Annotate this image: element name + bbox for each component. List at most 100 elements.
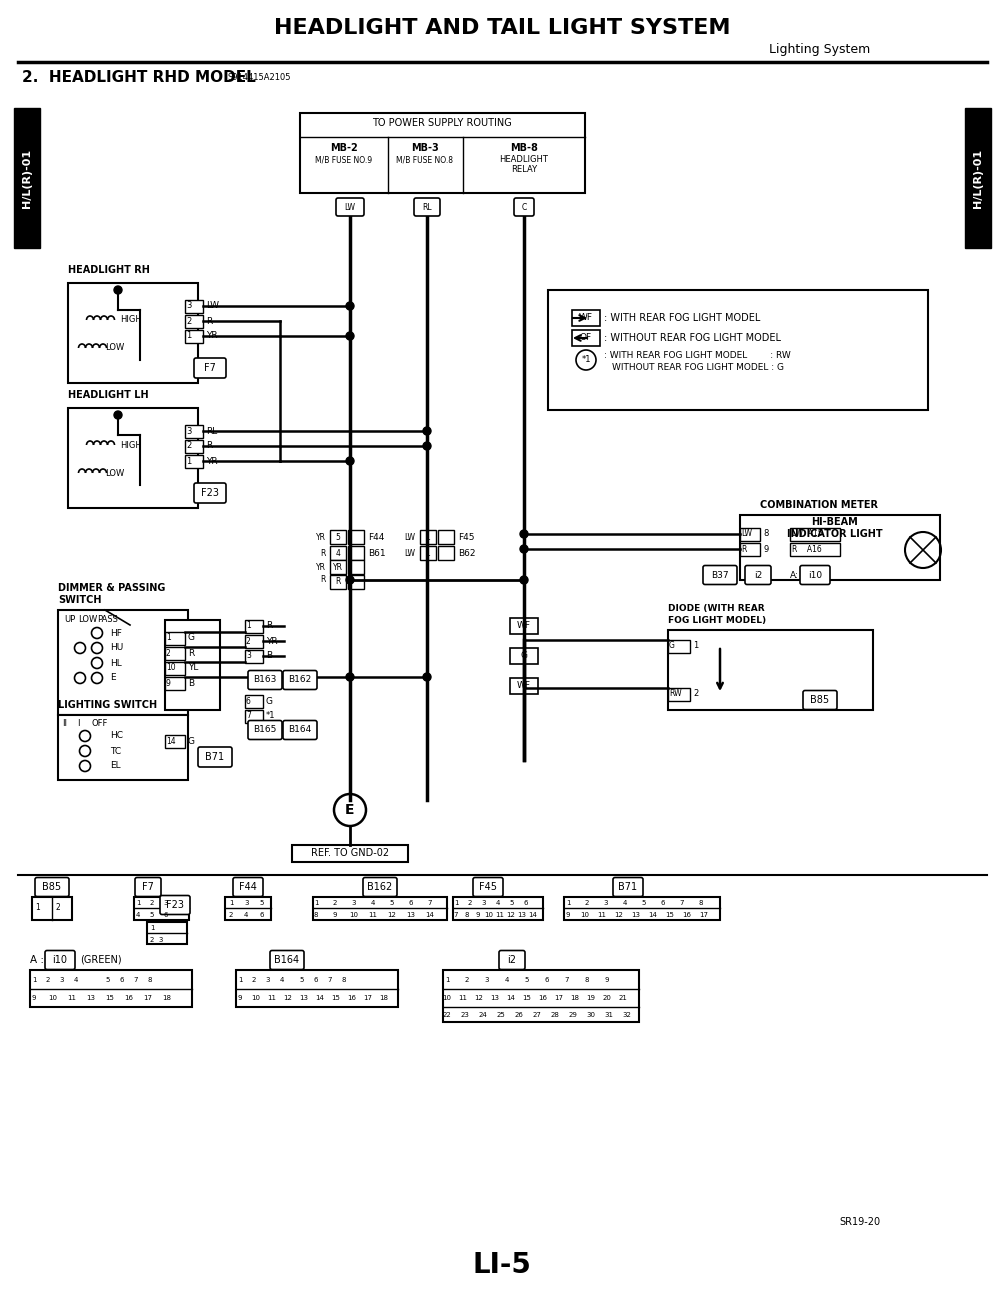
Text: 7: 7 bbox=[428, 900, 432, 906]
Text: RL: RL bbox=[206, 427, 217, 436]
Text: *1: *1 bbox=[581, 356, 591, 365]
Text: i2: i2 bbox=[754, 571, 762, 579]
Text: LW: LW bbox=[741, 530, 752, 539]
Text: 11: 11 bbox=[598, 912, 606, 918]
Text: 1: 1 bbox=[693, 641, 698, 650]
Text: 14: 14 bbox=[648, 912, 657, 918]
Text: 2: 2 bbox=[229, 912, 233, 918]
Circle shape bbox=[423, 427, 431, 435]
Text: SWITCH: SWITCH bbox=[58, 594, 102, 605]
Text: YR: YR bbox=[266, 636, 277, 645]
Text: 2: 2 bbox=[467, 900, 472, 906]
FancyBboxPatch shape bbox=[160, 896, 190, 915]
Bar bbox=[245, 694, 263, 707]
Text: 11: 11 bbox=[267, 996, 276, 1001]
Text: I: I bbox=[76, 719, 79, 728]
Circle shape bbox=[520, 576, 528, 584]
Text: B164: B164 bbox=[274, 955, 299, 964]
Text: 13: 13 bbox=[406, 912, 415, 918]
Bar bbox=[564, 897, 720, 920]
Circle shape bbox=[346, 672, 354, 681]
Text: 12: 12 bbox=[474, 996, 483, 1001]
Text: 1: 1 bbox=[136, 900, 141, 906]
Text: 2: 2 bbox=[186, 317, 191, 326]
Text: 14: 14 bbox=[425, 912, 434, 918]
Text: 11: 11 bbox=[495, 912, 505, 918]
Text: R: R bbox=[206, 317, 212, 326]
Text: (GREEN): (GREEN) bbox=[80, 955, 122, 964]
Text: 3: 3 bbox=[484, 977, 489, 983]
Text: OF: OF bbox=[580, 334, 592, 343]
Text: R: R bbox=[321, 575, 326, 584]
Bar bbox=[740, 543, 760, 556]
Text: RW: RW bbox=[669, 689, 681, 698]
Text: 6: 6 bbox=[120, 977, 125, 983]
Bar bbox=[965, 108, 991, 248]
Bar bbox=[245, 710, 263, 723]
Text: 20: 20 bbox=[603, 996, 611, 1001]
Text: HF: HF bbox=[110, 628, 122, 637]
Text: 4: 4 bbox=[495, 900, 500, 906]
Text: LW: LW bbox=[404, 532, 415, 541]
Text: HU: HU bbox=[110, 644, 124, 653]
FancyBboxPatch shape bbox=[800, 566, 830, 584]
Text: : WITHOUT REAR FOG LIGHT MODEL: : WITHOUT REAR FOG LIGHT MODEL bbox=[604, 334, 781, 343]
Circle shape bbox=[423, 443, 431, 450]
Text: FOG LIGHT MODEL): FOG LIGHT MODEL) bbox=[668, 615, 766, 624]
Text: 18: 18 bbox=[571, 996, 580, 1001]
Bar bbox=[348, 546, 364, 559]
FancyBboxPatch shape bbox=[194, 483, 226, 504]
Text: 7: 7 bbox=[246, 711, 251, 720]
Text: LW: LW bbox=[206, 301, 219, 310]
Bar bbox=[453, 897, 543, 920]
FancyBboxPatch shape bbox=[336, 199, 364, 215]
Text: 12: 12 bbox=[507, 912, 516, 918]
Bar bbox=[147, 922, 187, 944]
Bar bbox=[330, 546, 346, 559]
Text: 5: 5 bbox=[299, 977, 305, 983]
Text: 19: 19 bbox=[587, 996, 596, 1001]
Bar bbox=[790, 543, 840, 556]
Text: 5: 5 bbox=[642, 900, 646, 906]
Text: 2: 2 bbox=[56, 903, 60, 912]
FancyBboxPatch shape bbox=[270, 950, 304, 970]
Text: B162: B162 bbox=[368, 883, 393, 892]
Text: 4: 4 bbox=[336, 549, 341, 558]
Text: EL: EL bbox=[110, 762, 121, 771]
Text: WF: WF bbox=[517, 681, 531, 691]
Text: 1: 1 bbox=[186, 331, 191, 340]
Text: YR: YR bbox=[316, 562, 326, 571]
Text: 8: 8 bbox=[698, 900, 703, 906]
FancyBboxPatch shape bbox=[514, 199, 534, 215]
Bar bbox=[32, 897, 72, 920]
Text: 1: 1 bbox=[445, 977, 449, 983]
Text: 16: 16 bbox=[348, 996, 357, 1001]
Text: 10: 10 bbox=[48, 996, 57, 1001]
Text: 9: 9 bbox=[32, 996, 36, 1001]
FancyBboxPatch shape bbox=[233, 877, 263, 897]
Text: 2.  HEADLIGHT RHD MODEL: 2. HEADLIGHT RHD MODEL bbox=[22, 70, 255, 86]
Text: 17: 17 bbox=[364, 996, 373, 1001]
Text: 1: 1 bbox=[35, 903, 40, 912]
Text: B62: B62 bbox=[458, 549, 475, 558]
Bar bbox=[185, 440, 203, 453]
Bar bbox=[300, 113, 585, 193]
Text: 3: 3 bbox=[186, 301, 191, 310]
Text: LOW: LOW bbox=[105, 469, 125, 478]
Text: 4: 4 bbox=[279, 977, 284, 983]
Text: B85: B85 bbox=[42, 883, 61, 892]
Text: 11: 11 bbox=[369, 912, 378, 918]
Text: 1: 1 bbox=[32, 977, 36, 983]
Text: 17: 17 bbox=[144, 996, 153, 1001]
Bar bbox=[185, 330, 203, 343]
Text: E: E bbox=[346, 803, 355, 816]
Text: SR19-20: SR19-20 bbox=[839, 1218, 880, 1227]
Circle shape bbox=[346, 332, 354, 340]
FancyBboxPatch shape bbox=[35, 877, 69, 897]
Text: 3: 3 bbox=[186, 427, 191, 436]
Text: 9: 9 bbox=[763, 544, 768, 553]
Text: 17: 17 bbox=[699, 912, 709, 918]
Text: 5: 5 bbox=[150, 912, 154, 918]
Text: 6: 6 bbox=[524, 900, 529, 906]
Text: 5: 5 bbox=[510, 900, 515, 906]
